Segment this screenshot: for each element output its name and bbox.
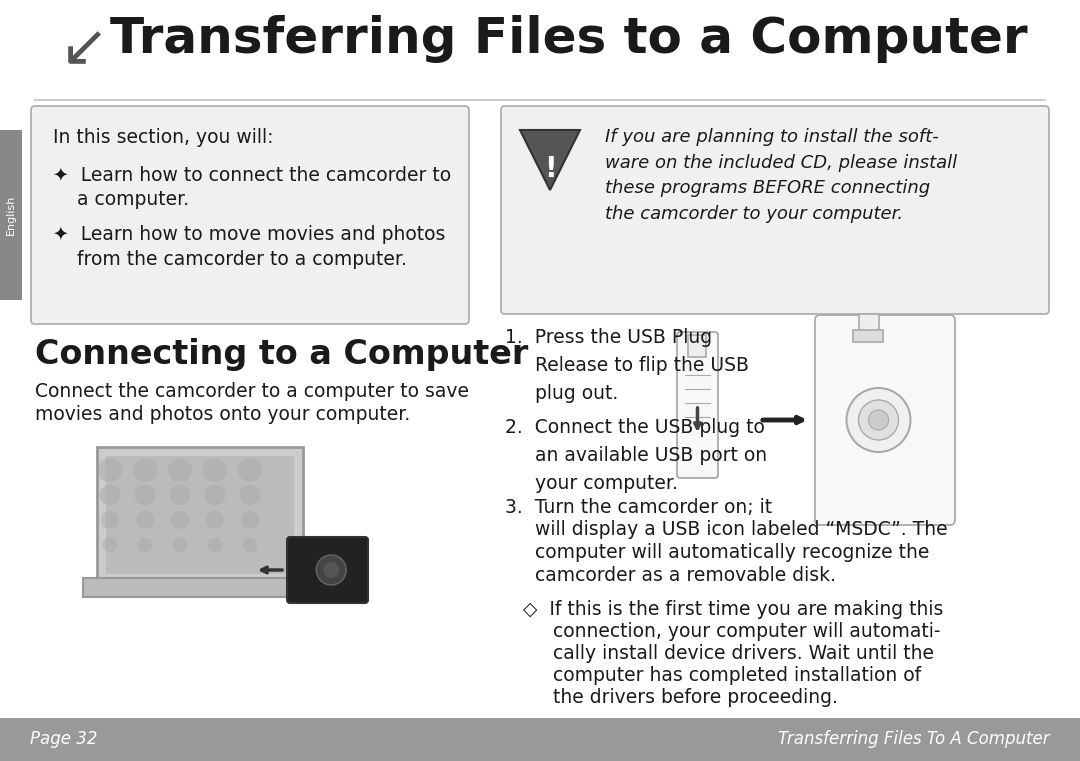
Text: Connect the camcorder to a computer to save: Connect the camcorder to a computer to s… [35, 382, 469, 401]
Text: ✦  Learn how to connect the camcorder to: ✦ Learn how to connect the camcorder to [53, 165, 451, 184]
Bar [0, 130, 22, 300]
FancyBboxPatch shape [97, 447, 303, 583]
Text: Transferring Files to a Computer: Transferring Files to a Computer [110, 15, 1028, 63]
Circle shape [171, 511, 189, 529]
Circle shape [135, 485, 156, 505]
Bar [852, 330, 882, 342]
Text: will display a USB icon labeled “MSDC”. The: will display a USB icon labeled “MSDC”. … [505, 520, 947, 539]
Circle shape [170, 485, 190, 505]
Circle shape [137, 537, 152, 552]
Text: Transferring Files To A Computer: Transferring Files To A Computer [779, 731, 1050, 749]
Circle shape [243, 537, 257, 552]
Text: computer has completed installation of: computer has completed installation of [505, 666, 921, 685]
FancyBboxPatch shape [501, 106, 1049, 314]
Text: connection, your computer will automati-: connection, your computer will automati- [505, 622, 941, 641]
Circle shape [136, 511, 154, 529]
Bar [0, 718, 1080, 761]
Circle shape [206, 511, 224, 529]
Circle shape [98, 458, 122, 482]
Circle shape [203, 458, 227, 482]
Text: In this section, you will:: In this section, you will: [53, 128, 273, 147]
Text: English: English [6, 195, 16, 235]
Bar [859, 314, 879, 332]
FancyBboxPatch shape [31, 106, 469, 324]
Text: a computer.: a computer. [53, 190, 189, 209]
Text: ◇  If this is the first time you are making this: ◇ If this is the first time you are maki… [505, 600, 943, 619]
FancyBboxPatch shape [106, 456, 294, 574]
Text: from the camcorder to a computer.: from the camcorder to a computer. [53, 250, 407, 269]
Circle shape [241, 511, 259, 529]
Text: cally install device drivers. Wait until the: cally install device drivers. Wait until… [505, 644, 934, 663]
Text: !: ! [543, 155, 556, 183]
Text: 3.  Turn the camcorder on; it: 3. Turn the camcorder on; it [505, 498, 772, 517]
Text: camcorder as a removable disk.: camcorder as a removable disk. [505, 566, 836, 585]
Circle shape [102, 511, 119, 529]
Polygon shape [519, 130, 580, 190]
Circle shape [204, 485, 226, 505]
Text: movies and photos onto your computer.: movies and photos onto your computer. [35, 405, 410, 424]
FancyBboxPatch shape [815, 315, 955, 525]
Text: Connecting to a Computer: Connecting to a Computer [35, 338, 528, 371]
Text: 1.  Press the USB Plug
     Release to flip the USB
     plug out.: 1. Press the USB Plug Release to flip th… [505, 328, 750, 403]
Text: 2.  Connect the USB plug to
     an available USB port on
     your computer.: 2. Connect the USB plug to an available … [505, 418, 767, 493]
Circle shape [173, 537, 188, 552]
FancyBboxPatch shape [83, 578, 318, 597]
Bar [688, 335, 706, 357]
Circle shape [868, 410, 889, 430]
Circle shape [240, 485, 260, 505]
Text: If you are planning to install the soft-
ware on the included CD, please install: If you are planning to install the soft-… [605, 128, 957, 223]
Circle shape [859, 400, 899, 440]
Text: ↙: ↙ [60, 20, 109, 77]
Text: Page 32: Page 32 [30, 731, 97, 749]
Circle shape [207, 537, 222, 552]
Circle shape [168, 458, 192, 482]
Text: ✦  Learn how to move movies and photos: ✦ Learn how to move movies and photos [53, 225, 445, 244]
Circle shape [316, 555, 347, 585]
FancyBboxPatch shape [677, 332, 718, 478]
Circle shape [133, 458, 157, 482]
Circle shape [323, 562, 339, 578]
Circle shape [238, 458, 262, 482]
Text: computer will automatically recognize the: computer will automatically recognize th… [505, 543, 930, 562]
Circle shape [103, 537, 118, 552]
Circle shape [99, 485, 121, 505]
FancyBboxPatch shape [287, 537, 368, 603]
Circle shape [847, 388, 910, 452]
Text: the drivers before proceeding.: the drivers before proceeding. [505, 688, 838, 707]
